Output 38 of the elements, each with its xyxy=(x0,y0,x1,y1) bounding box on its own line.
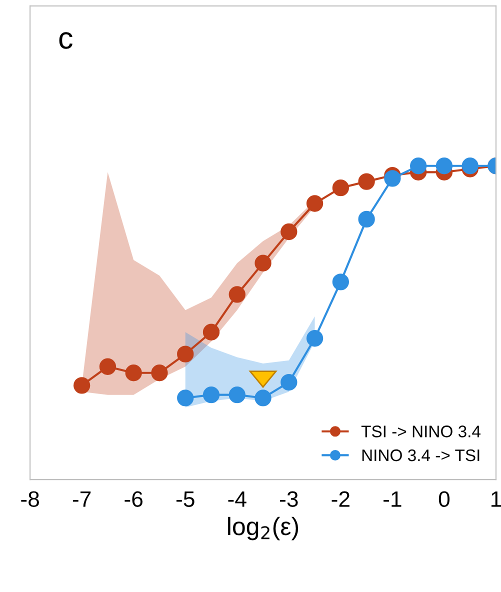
point xyxy=(462,158,478,174)
x-tick-label: -2 xyxy=(332,491,350,507)
point xyxy=(332,274,350,290)
point xyxy=(332,180,350,196)
point xyxy=(202,324,220,340)
x-tick-label: -8 xyxy=(21,491,39,507)
x-axis-title: log$_{2}$(ε) xyxy=(228,516,298,540)
text: c xyxy=(59,32,72,49)
point xyxy=(177,390,194,406)
x-tick-label: -1 xyxy=(384,491,402,507)
point xyxy=(228,286,246,303)
point xyxy=(358,210,375,228)
x-tick-label: 1 xyxy=(492,491,501,507)
point xyxy=(151,364,168,382)
point xyxy=(254,254,272,272)
x-tick-label: -5 xyxy=(176,491,194,507)
x-tick-label: 0 xyxy=(438,491,450,507)
point xyxy=(99,358,116,375)
legend-label: NINO 3.4 -> TSI xyxy=(362,449,480,462)
point xyxy=(306,330,324,347)
point xyxy=(280,223,298,240)
legend-label: TSI -> NINO 3.4 xyxy=(361,426,481,438)
point xyxy=(306,195,324,212)
point xyxy=(410,158,427,174)
x-tick-label: -6 xyxy=(124,491,143,507)
point xyxy=(73,377,90,394)
point xyxy=(280,374,298,391)
point xyxy=(125,364,142,382)
point xyxy=(358,173,375,190)
point xyxy=(436,158,453,174)
x-tick-label: -4 xyxy=(228,491,246,507)
x-tick-label: -7 xyxy=(72,491,91,507)
x-tick-label: -3 xyxy=(280,491,298,507)
point xyxy=(254,390,272,406)
point xyxy=(384,170,401,187)
point xyxy=(228,386,246,404)
point xyxy=(202,386,220,404)
point xyxy=(177,346,194,362)
